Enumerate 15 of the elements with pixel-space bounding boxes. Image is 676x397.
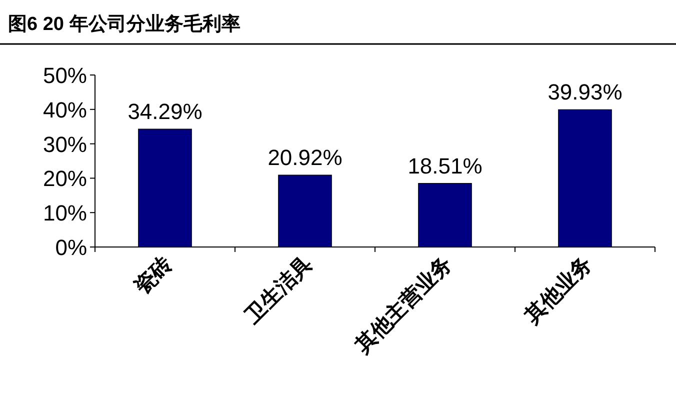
data-label: 20.92%: [268, 145, 342, 170]
y-tick-label: 20%: [42, 166, 87, 192]
y-tick-label: 10%: [42, 200, 87, 226]
y-tick-label: 30%: [42, 132, 87, 157]
data-label: 34.29%: [128, 99, 202, 124]
x-tick-label: 其他业务: [520, 252, 597, 329]
y-tick-label: 50%: [42, 63, 87, 88]
x-tick-label: 其他主营业务: [350, 252, 457, 358]
x-tick-label: 卫生洁具: [240, 252, 317, 329]
y-tick-label: 40%: [42, 97, 87, 122]
x-tick-label: 瓷砖: [130, 252, 177, 299]
data-label: 39.93%: [548, 80, 622, 105]
chart-title: 图6 20 年公司分业务毛利率: [8, 13, 240, 35]
y-tick-label: 0%: [55, 235, 87, 260]
data-label: 18.51%: [408, 153, 482, 178]
